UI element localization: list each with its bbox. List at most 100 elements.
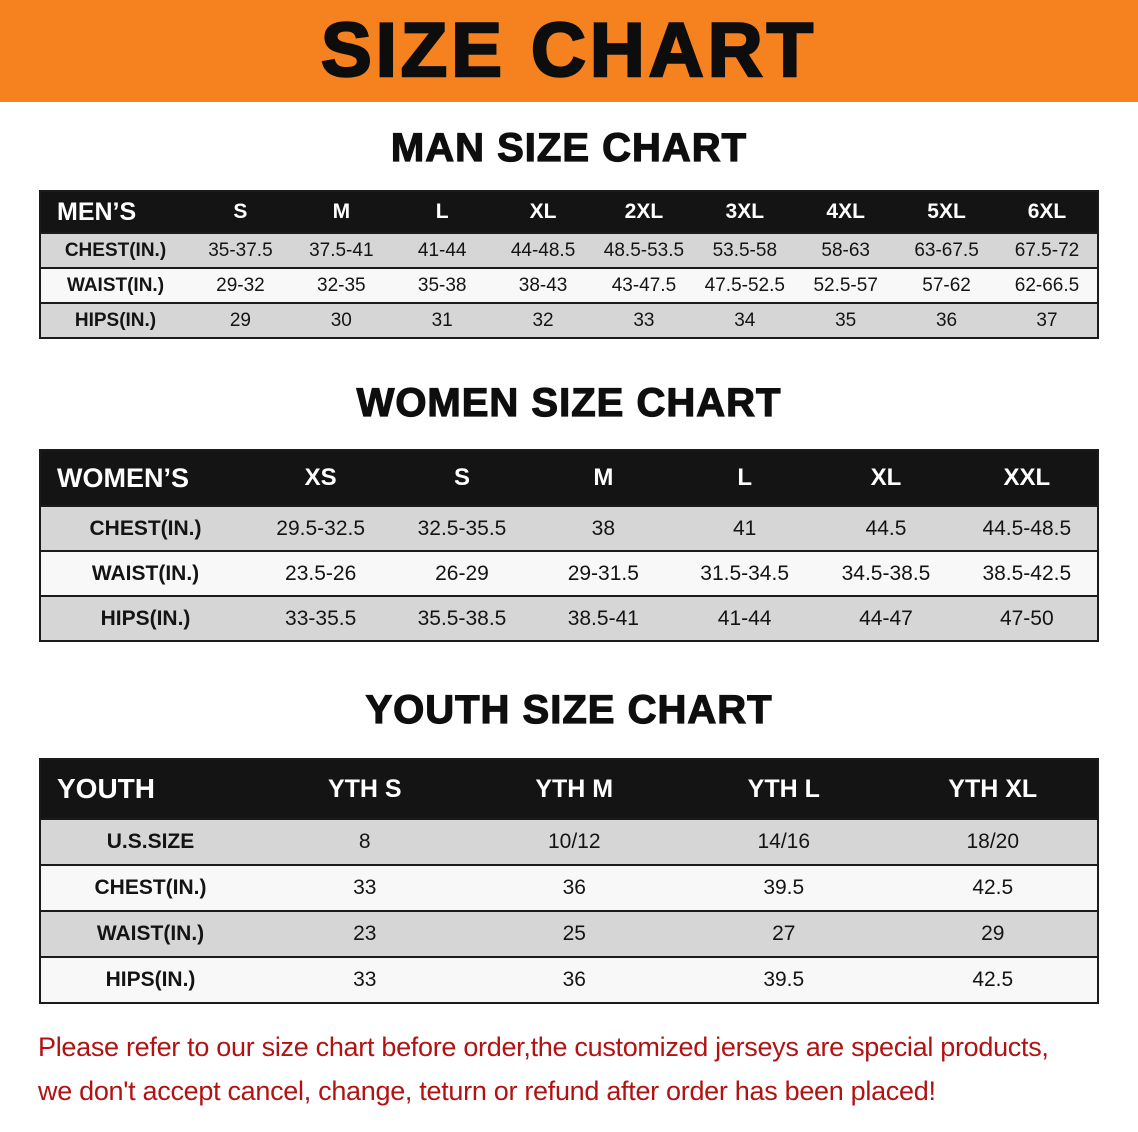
value-cell: 48.5-53.5 (593, 232, 695, 268)
value-cell: 38-43 (492, 267, 594, 303)
value-cell: 29 (888, 910, 1098, 957)
value-cell: 44-48.5 (492, 232, 594, 268)
value-cell: 30 (290, 302, 392, 338)
value-cell: 36 (896, 302, 997, 338)
page-title: SIZE CHART (320, 8, 817, 93)
value-cell: 35.5-38.5 (391, 595, 533, 641)
row-label-cell: CHEST(IN.) (40, 505, 250, 551)
value-cell: 41-44 (673, 595, 816, 641)
row-label-cell: WAIST(IN.) (40, 550, 250, 596)
table-row: WAIST(IN.) 29-32 32-35 35-38 38-43 43-47.5 47.… (40, 267, 1098, 303)
size-header-cell: XL (492, 191, 594, 233)
youth-size-section: YOUTH SIZE CHART YOUTH YTH S YTH M YTH L YTH… (0, 688, 1138, 1004)
value-cell: 31.5-34.5 (673, 550, 816, 596)
value-cell: 44.5 (815, 505, 957, 551)
size-header-cell: M (532, 450, 674, 506)
size-header-cell: XL (815, 450, 957, 506)
value-cell: 18/20 (888, 818, 1098, 865)
value-cell: 33 (260, 956, 470, 1003)
table-header-row: YOUTH YTH S YTH M YTH L YTH XL (40, 759, 1098, 819)
table-title-cell: YOUTH (40, 759, 260, 819)
row-label-cell: CHEST(IN.) (40, 232, 190, 268)
men-size-section: MAN SIZE CHART MEN’S S M L XL 2XL 3XL 4XL 5XL 6XL… (0, 126, 1138, 339)
row-label-cell: HIPS(IN.) (40, 595, 250, 641)
size-header-cell: M (290, 191, 392, 233)
value-cell: 58-63 (795, 232, 897, 268)
women-size-section: WOMEN SIZE CHART WOMEN’S XS S M L XL XXL CHEST(… (0, 381, 1138, 642)
size-header-cell: S (190, 191, 291, 233)
row-label-cell: CHEST(IN.) (40, 864, 260, 911)
youth-size-table: YOUTH YTH S YTH M YTH L YTH XL U.S.SIZE 8 10/12… (39, 758, 1099, 1004)
size-header-cell: XXL (956, 450, 1098, 506)
value-cell: 42.5 (888, 956, 1098, 1003)
value-cell: 25 (469, 910, 679, 957)
women-size-heading: WOMEN SIZE CHART (356, 381, 782, 425)
value-cell: 33 (593, 302, 695, 338)
value-cell: 35-37.5 (190, 232, 291, 268)
size-header-cell: YTH M (469, 759, 679, 819)
table-header-row: MEN’S S M L XL 2XL 3XL 4XL 5XL 6XL (40, 191, 1098, 233)
value-cell: 8 (260, 818, 470, 865)
table-row: CHEST(IN.) 29.5-32.5 32.5-35.5 38 41 44.5 44.5… (40, 505, 1098, 551)
value-cell: 62-66.5 (997, 267, 1098, 303)
value-cell: 23.5-26 (250, 550, 392, 596)
value-cell: 36 (469, 864, 679, 911)
table-row: CHEST(IN.) 35-37.5 37.5-41 41-44 44-48.5 48.5… (40, 232, 1098, 268)
value-cell: 38.5-41 (532, 595, 674, 641)
size-header-cell: YTH XL (888, 759, 1098, 819)
size-header-cell: L (391, 191, 493, 233)
size-header-cell: YTH S (260, 759, 470, 819)
value-cell: 35-38 (391, 267, 493, 303)
table-row: WAIST(IN.) 23.5-26 26-29 29-31.5 31.5-34.5 34… (40, 550, 1098, 596)
size-header-cell: 4XL (795, 191, 897, 233)
value-cell: 44-47 (815, 595, 957, 641)
disclaimer-line-2: we don't accept cancel, change, teturn o… (38, 1075, 936, 1106)
table-row: HIPS(IN.) 29 30 31 32 33 34 35 36 37 (40, 302, 1098, 338)
women-size-table: WOMEN’S XS S M L XL XXL CHEST(IN.) 29.5-32.5 32.5… (39, 449, 1099, 642)
youth-size-heading: YOUTH SIZE CHART (365, 688, 773, 732)
value-cell: 34 (694, 302, 796, 338)
value-cell: 36 (469, 956, 679, 1003)
row-label-cell: HIPS(IN.) (40, 956, 260, 1003)
row-label-cell: WAIST(IN.) (40, 910, 260, 957)
value-cell: 31 (391, 302, 493, 338)
value-cell: 38.5-42.5 (956, 550, 1098, 596)
value-cell: 14/16 (679, 818, 889, 865)
value-cell: 26-29 (391, 550, 533, 596)
disclaimer-text: Please refer to our size chart before or… (0, 1026, 1138, 1113)
value-cell: 32 (492, 302, 594, 338)
table-title-cell: WOMEN’S (40, 450, 250, 506)
size-header-cell: S (391, 450, 533, 506)
table-title-cell: MEN’S (40, 191, 190, 233)
table-header-row: WOMEN’S XS S M L XL XXL (40, 450, 1098, 506)
row-label-cell: WAIST(IN.) (40, 267, 190, 303)
value-cell: 32-35 (290, 267, 392, 303)
table-row: CHEST(IN.) 33 36 39.5 42.5 (40, 864, 1098, 911)
value-cell: 37 (997, 302, 1098, 338)
size-header-cell: 6XL (997, 191, 1098, 233)
men-size-heading: MAN SIZE CHART (390, 126, 748, 170)
value-cell: 43-47.5 (593, 267, 695, 303)
value-cell: 35 (795, 302, 897, 338)
value-cell: 42.5 (888, 864, 1098, 911)
value-cell: 57-62 (896, 267, 997, 303)
size-header-cell: 2XL (593, 191, 695, 233)
value-cell: 29.5-32.5 (250, 505, 392, 551)
value-cell: 34.5-38.5 (815, 550, 957, 596)
value-cell: 67.5-72 (997, 232, 1098, 268)
row-label-cell: U.S.SIZE (40, 818, 260, 865)
value-cell: 52.5-57 (795, 267, 897, 303)
value-cell: 47-50 (956, 595, 1098, 641)
value-cell: 53.5-58 (694, 232, 796, 268)
value-cell: 37.5-41 (290, 232, 392, 268)
size-header-cell: L (673, 450, 816, 506)
table-row: WAIST(IN.) 23 25 27 29 (40, 910, 1098, 957)
table-row: U.S.SIZE 8 10/12 14/16 18/20 (40, 818, 1098, 865)
table-row: HIPS(IN.) 33-35.5 35.5-38.5 38.5-41 41-44 44-… (40, 595, 1098, 641)
value-cell: 38 (532, 505, 674, 551)
value-cell: 23 (260, 910, 470, 957)
size-header-cell: XS (250, 450, 392, 506)
value-cell: 33-35.5 (250, 595, 392, 641)
value-cell: 41-44 (391, 232, 493, 268)
